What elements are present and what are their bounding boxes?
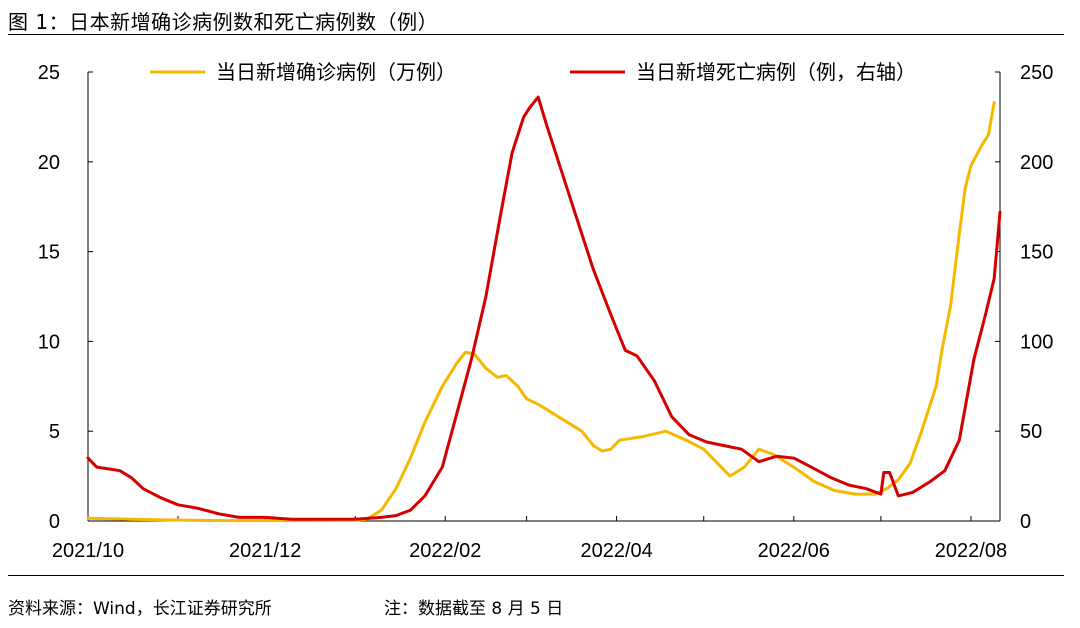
y-left-tick-label: 15 [38,242,60,264]
legend-label-deaths: 当日新增死亡病例（例，右轴） [636,60,916,84]
y-right-tick-label: 200 [1020,152,1053,174]
x-tick-label: 2021/12 [229,540,301,562]
x-tick-label: 2022/06 [758,540,830,562]
chart-series [86,95,1002,523]
y-left-tick-label: 10 [38,331,60,353]
bottom-rule [8,575,1064,576]
x-tick-label: 2021/10 [52,540,124,562]
deaths-line [86,95,1002,521]
y-right-tick-label: 150 [1020,242,1053,264]
source-note: 资料来源：Wind，长江证券研究所 [8,599,272,619]
y-left-tick-label: 25 [38,62,60,84]
y-left-tick-label: 5 [49,421,60,443]
y-right-tick-label: 250 [1020,62,1053,84]
legend-label-confirmed: 当日新增确诊病例（万例） [216,60,456,84]
x-tick-label: 2022/08 [935,540,1007,562]
chart-legend: 当日新增确诊病例（万例） 当日新增死亡病例（例，右轴） [150,60,916,84]
x-tick-label: 2022/02 [409,540,481,562]
figure-title: 图 1：日本新增确诊病例数和死亡病例数（例） [8,10,439,34]
y-right-tick-label: 50 [1020,421,1042,443]
x-tick-label: 2022/04 [580,540,652,562]
data-note: 注：数据截至 8 月 5 日 [384,599,564,619]
y-right-tick-label: 100 [1020,331,1053,353]
y-left-tick-label: 0 [49,511,60,533]
y-right-tick-label: 0 [1020,511,1031,533]
top-rule [8,34,1064,35]
y-left-tick-label: 20 [38,152,60,174]
confirmed-cases-line [86,101,996,523]
